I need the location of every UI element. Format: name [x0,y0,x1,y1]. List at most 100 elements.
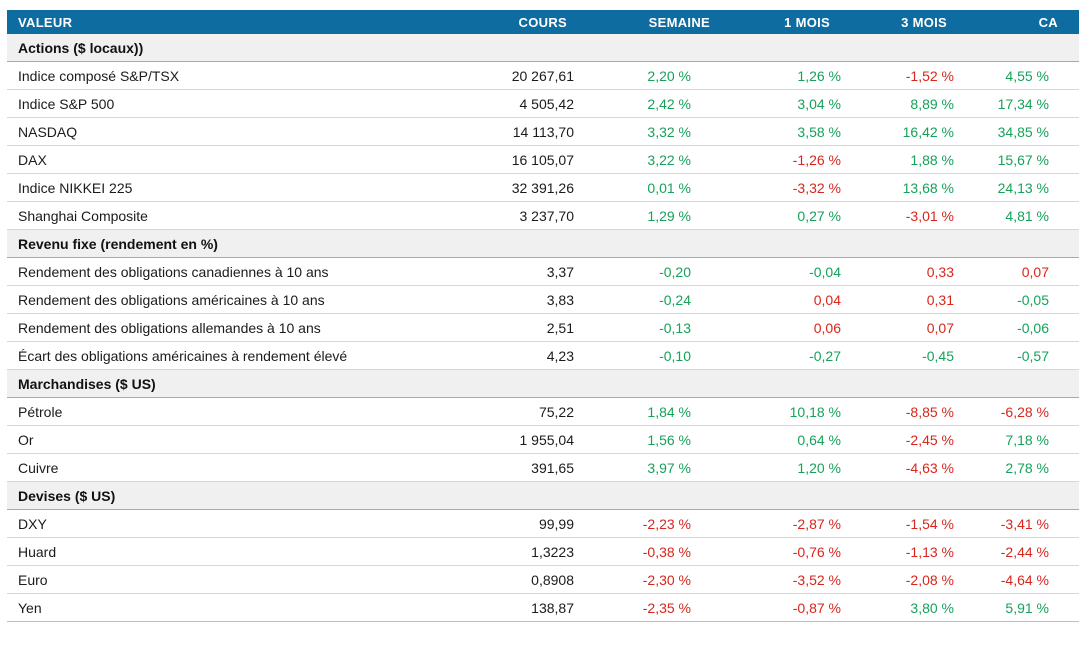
one-month-change: 1,26 % [725,61,855,90]
three-month-change: -2,08 % [855,565,975,594]
ytd-change: -6,28 % [975,397,1079,426]
ytd-change: 15,67 % [975,145,1079,174]
instrument-label: Cuivre [7,453,420,482]
header-row: VALEUR COURS SEMAINE 1 MOIS 3 MOIS CA [7,10,1079,34]
section-title: Actions ($ locaux)) [7,34,1079,62]
ytd-change: -4,64 % [975,565,1079,594]
market-summary-table: VALEUR COURS SEMAINE 1 MOIS 3 MOIS CA Ac… [7,10,1079,622]
instrument-label: Huard [7,537,420,566]
price-value: 75,22 [420,397,590,426]
section-title: Marchandises ($ US) [7,369,1079,398]
price-value: 391,65 [420,453,590,482]
week-change: 3,22 % [590,145,725,174]
instrument-label: NASDAQ [7,117,420,146]
price-value: 1 955,04 [420,425,590,454]
one-month-change: 1,20 % [725,453,855,482]
table-row: Huard 1,3223 -0,38 % -0,76 % -1,13 % -2,44 % [7,537,1079,566]
table-row: DAX 16 105,07 3,22 % -1,26 % 1,88 % 15,67 % [7,145,1079,174]
three-month-change: 8,89 % [855,89,975,118]
one-month-change: -0,04 [725,257,855,286]
price-value: 20 267,61 [420,61,590,90]
week-change: 2,20 % [590,61,725,90]
three-month-change: -2,45 % [855,425,975,454]
three-month-change: 1,88 % [855,145,975,174]
three-month-change: 13,68 % [855,173,975,202]
one-month-change: 3,58 % [725,117,855,146]
price-value: 3 237,70 [420,201,590,230]
section-title: Revenu fixe (rendement en %) [7,229,1079,258]
table-row: DXY 99,99 -2,23 % -2,87 % -1,54 % -3,41 % [7,509,1079,538]
three-month-change: 0,31 [855,285,975,314]
ytd-change: 7,18 % [975,425,1079,454]
instrument-label: Rendement des obligations américaines à … [7,285,420,314]
table-row: Or 1 955,04 1,56 % 0,64 % -2,45 % 7,18 % [7,425,1079,454]
ytd-change: 4,81 % [975,201,1079,230]
price-value: 99,99 [420,509,590,538]
three-month-change: -1,54 % [855,509,975,538]
week-change: 3,97 % [590,453,725,482]
one-month-change: -0,27 [725,341,855,370]
ytd-change: -3,41 % [975,509,1079,538]
three-month-change: 16,42 % [855,117,975,146]
column-header-valeur: VALEUR [7,10,420,34]
table-row: Rendement des obligations allemandes à 1… [7,313,1079,342]
section-row: Marchandises ($ US) [7,369,1079,398]
price-value: 3,37 [420,257,590,286]
ytd-change: 34,85 % [975,117,1079,146]
price-value: 0,8908 [420,565,590,594]
section-title: Devises ($ US) [7,481,1079,510]
table-row: NASDAQ 14 113,70 3,32 % 3,58 % 16,42 % 34,85 … [7,117,1079,146]
one-month-change: -3,32 % [725,173,855,202]
one-month-change: 3,04 % [725,89,855,118]
week-change: 1,56 % [590,425,725,454]
week-change: -0,20 [590,257,725,286]
one-month-change: 0,64 % [725,425,855,454]
week-change: -0,10 [590,341,725,370]
table-row: Pétrole 75,22 1,84 % 10,18 % -8,85 % -6,28 % [7,397,1079,426]
three-month-change: 0,33 [855,257,975,286]
three-month-change: 0,07 [855,313,975,342]
week-change: 0,01 % [590,173,725,202]
one-month-change: -0,76 % [725,537,855,566]
week-change: -2,35 % [590,593,725,622]
column-header-ca: CA [975,10,1079,34]
one-month-change: 0,04 [725,285,855,314]
week-change: 2,42 % [590,89,725,118]
instrument-label: Rendement des obligations canadiennes à … [7,257,420,286]
section-row: Devises ($ US) [7,481,1079,510]
section-row: Actions ($ locaux)) [7,34,1079,62]
price-value: 16 105,07 [420,145,590,174]
column-header-cours: COURS [420,10,590,34]
ytd-change: 17,34 % [975,89,1079,118]
ytd-change: -0,06 [975,313,1079,342]
instrument-label: Euro [7,565,420,594]
week-change: 1,29 % [590,201,725,230]
price-value: 1,3223 [420,537,590,566]
ytd-change: 5,91 % [975,593,1079,622]
week-change: -2,30 % [590,565,725,594]
market-summary-table-container: VALEUR COURS SEMAINE 1 MOIS 3 MOIS CA Ac… [7,10,1092,622]
ytd-change: 4,55 % [975,61,1079,90]
one-month-change: 0,06 [725,313,855,342]
table-row: Indice composé S&P/TSX 20 267,61 2,20 % 1,2… [7,61,1079,90]
table-body: Actions ($ locaux)) Indice composé S&P/TS… [7,34,1079,622]
table-row: Euro 0,8908 -2,30 % -3,52 % -2,08 % -4,64 % [7,565,1079,594]
three-month-change: -0,45 [855,341,975,370]
three-month-change: -1,13 % [855,537,975,566]
column-header-3mois: 3 MOIS [855,10,975,34]
instrument-label: Rendement des obligations allemandes à 1… [7,313,420,342]
three-month-change: 3,80 % [855,593,975,622]
instrument-label: Pétrole [7,397,420,426]
table-row: Yen 138,87 -2,35 % -0,87 % 3,80 % 5,91 % [7,593,1079,622]
ytd-change: -2,44 % [975,537,1079,566]
price-value: 3,83 [420,285,590,314]
three-month-change: -3,01 % [855,201,975,230]
instrument-label: Indice NIKKEI 225 [7,173,420,202]
three-month-change: -4,63 % [855,453,975,482]
three-month-change: -8,85 % [855,397,975,426]
price-value: 4,23 [420,341,590,370]
table-row: Shanghai Composite 3 237,70 1,29 % 0,27 % -3… [7,201,1079,230]
column-header-1mois: 1 MOIS [725,10,855,34]
week-change: -2,23 % [590,509,725,538]
one-month-change: -1,26 % [725,145,855,174]
